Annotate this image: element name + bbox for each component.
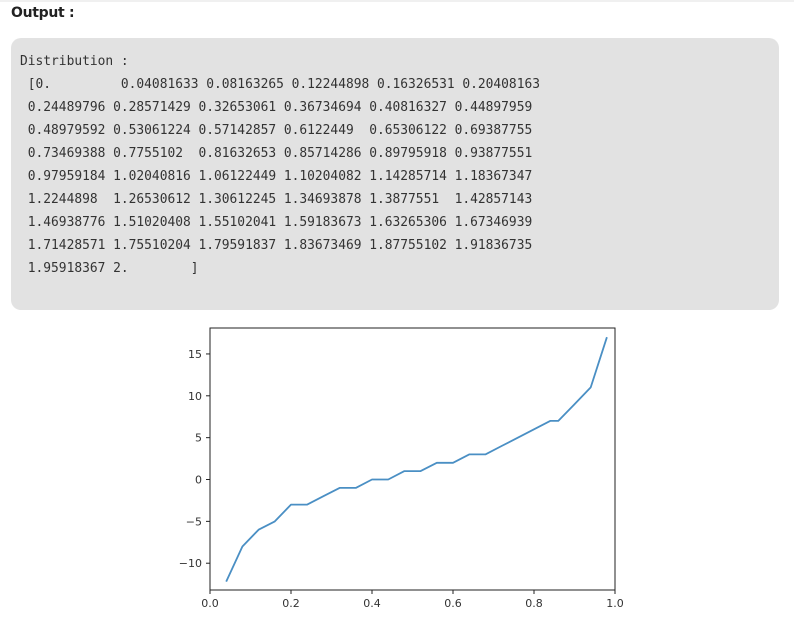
series-line [225,336,608,582]
plot-frame [209,327,616,591]
x-tick-label: 0.6 [444,597,462,610]
console-line: 0.48979592 0.53061224 0.57142857 0.61224… [20,123,533,138]
x-tick-label: 0.4 [363,597,381,610]
console-line: Distribution : [20,54,129,69]
y-tick-label: −10 [179,557,202,570]
output-heading: Output : [11,5,75,21]
console-line: 1.95918367 2. ] [20,261,199,276]
console-line: 1.71428571 1.75510204 1.79591837 1.83673… [20,238,533,253]
x-tick-label: 1.0 [606,597,624,610]
line-chart: 0.0 0.2 0.4 0.6 0.8 1.0 15 10 5 0 −5 −10 [179,327,624,610]
console-line: 0.97959184 1.02040816 1.06122449 1.10204… [20,169,533,184]
console-line: 0.24489796 0.28571429 0.32653061 0.36734… [20,100,533,115]
console-line: 1.2244898 1.26530612 1.30612245 1.346938… [20,192,533,207]
y-tick-label: 0 [195,474,202,487]
console-line: 0.73469388 0.7755102 0.81632653 0.857142… [20,146,533,161]
y-tick-label: −5 [186,515,202,528]
console-output: Distribution : [0. 0.04081633 0.08163265… [20,50,540,280]
output-console: Distribution : [0. 0.04081633 0.08163265… [11,38,779,310]
console-line: 1.46938776 1.51020408 1.55102041 1.59183… [20,215,533,230]
y-tick-label: 5 [195,432,202,445]
y-tick-label: 10 [188,390,202,403]
y-tick-label: 15 [188,348,202,361]
top-divider [0,0,794,2]
x-tick-label: 0.2 [282,597,300,610]
x-tick-label: 0.8 [525,597,543,610]
x-tick-label: 0.0 [201,597,219,610]
console-line: [0. 0.04081633 0.08163265 0.12244898 0.1… [20,77,540,92]
